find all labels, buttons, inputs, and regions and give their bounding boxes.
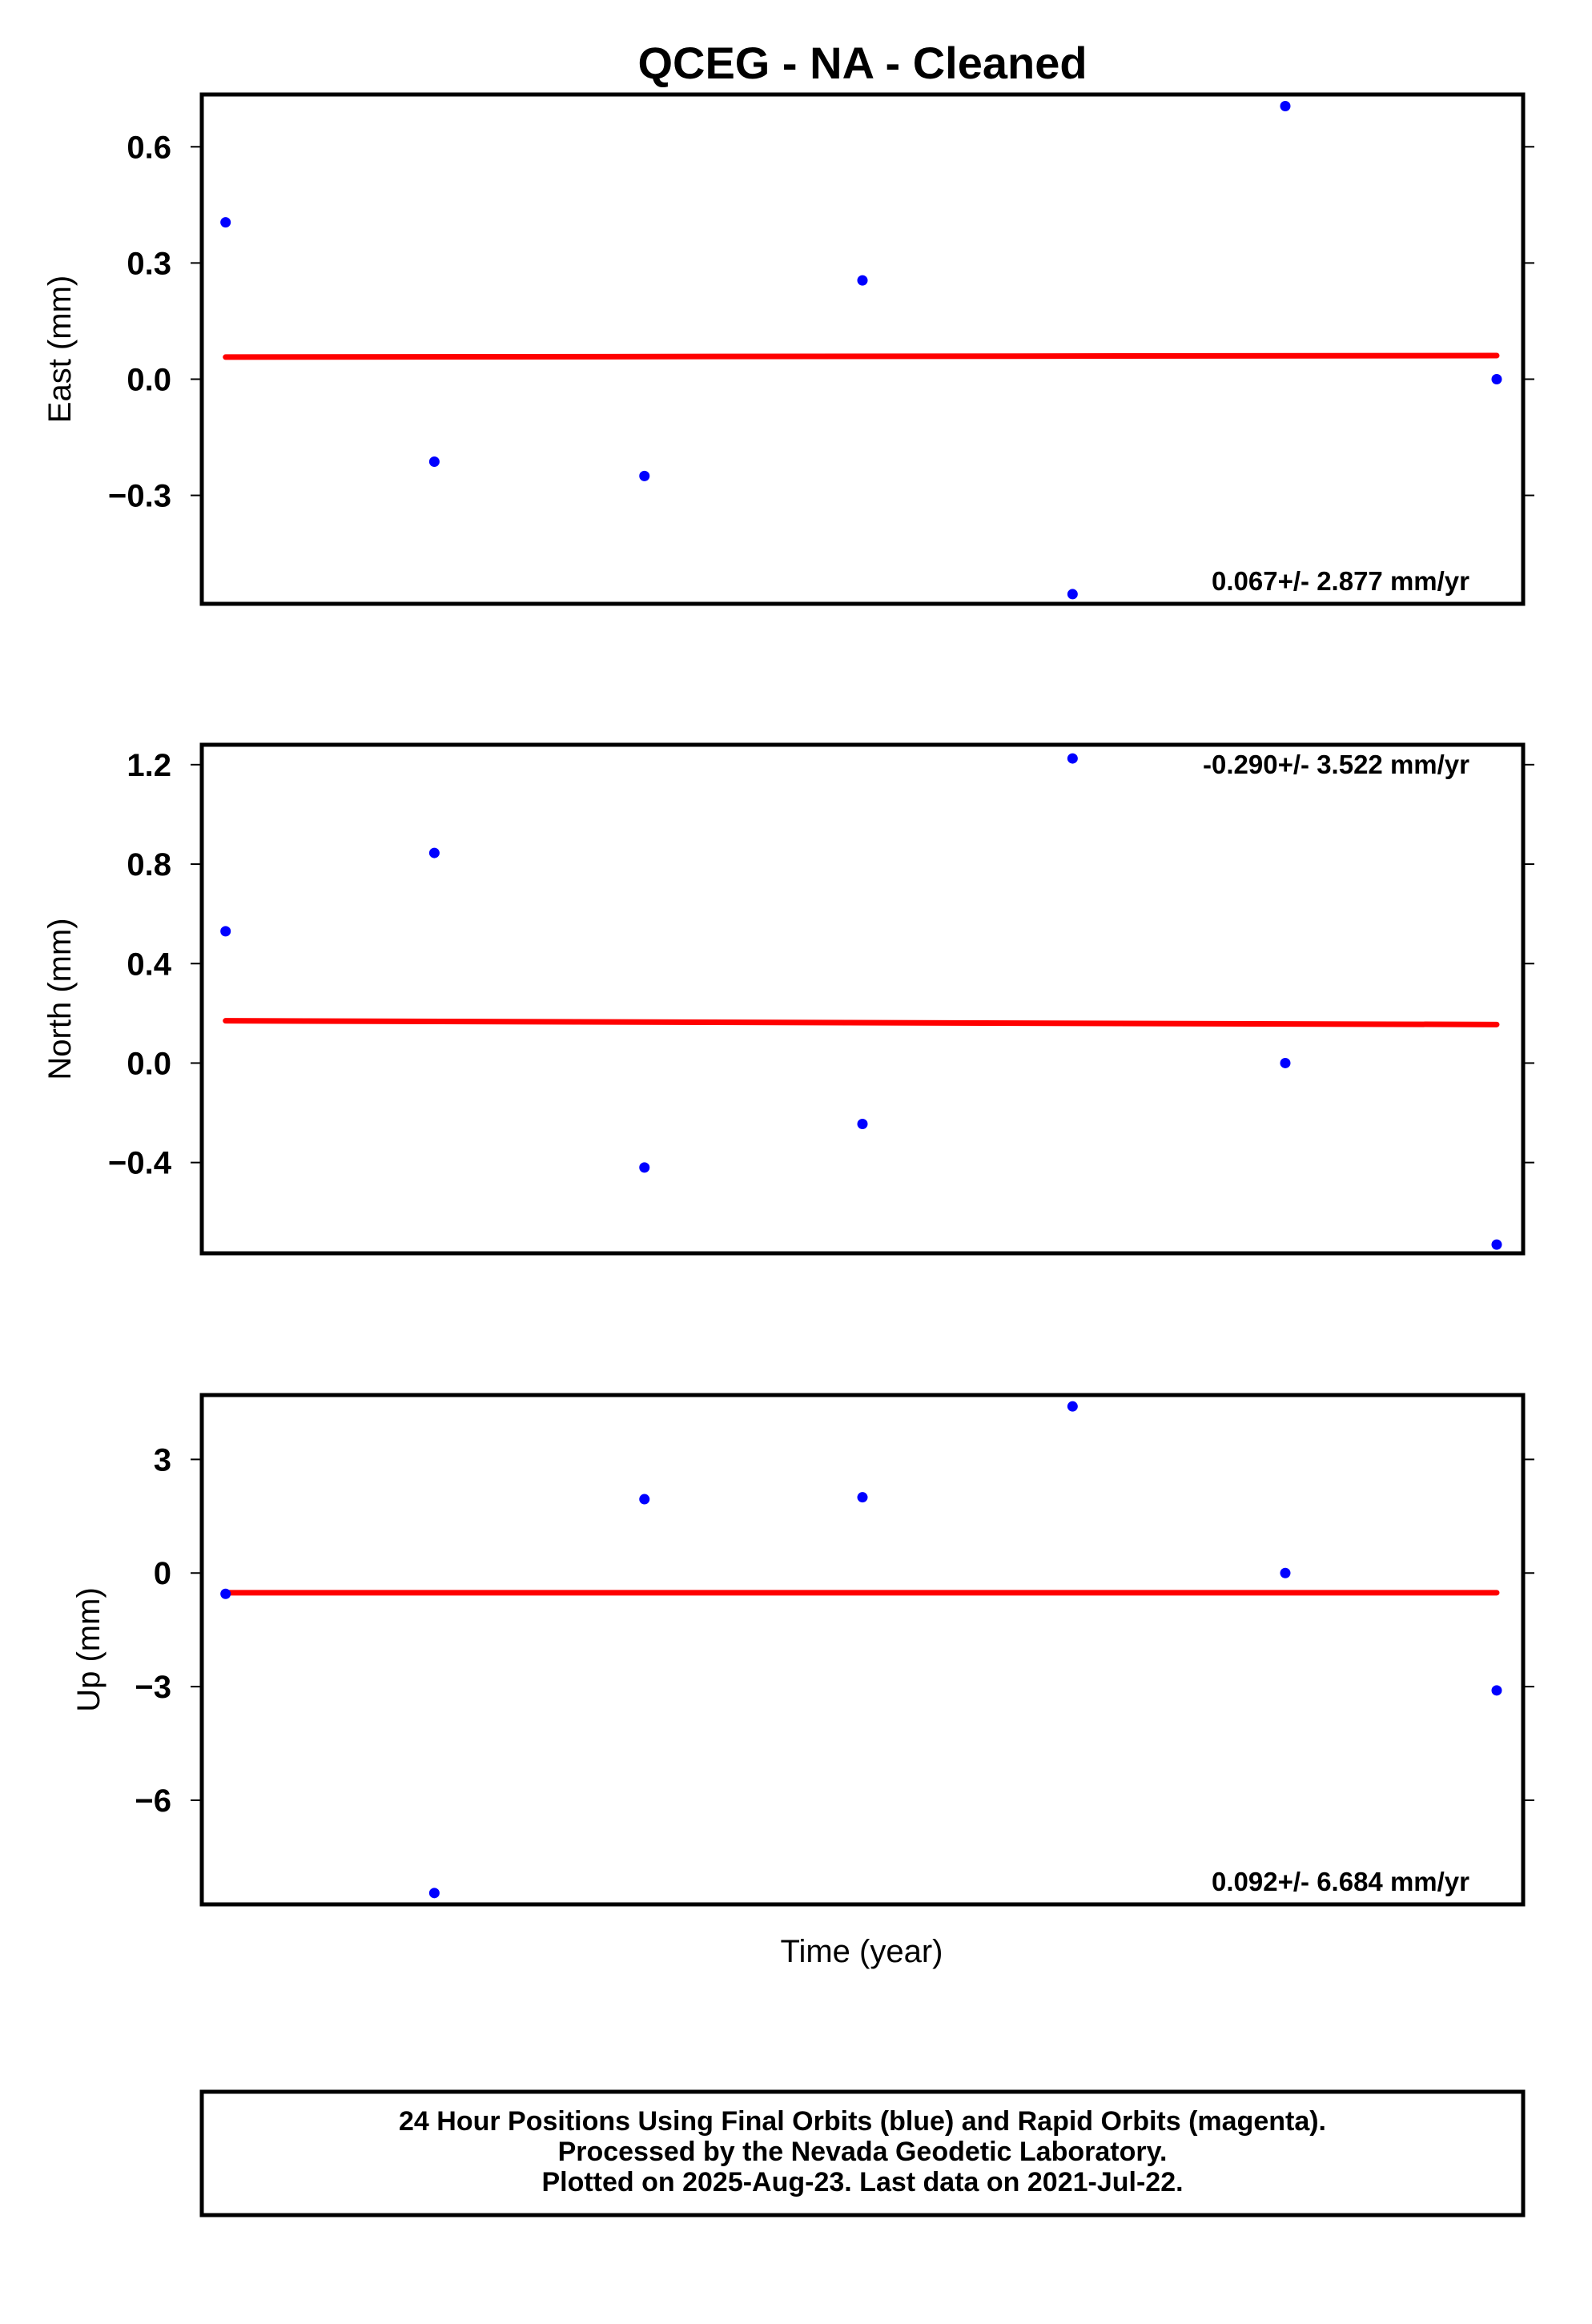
north-data-point <box>428 847 440 858</box>
east-data-point <box>639 470 650 481</box>
north-tick-label: 0.4 <box>127 947 171 982</box>
up-tick-label: −6 <box>135 1783 171 1819</box>
east-panel: −0.3 0.0 0.3 0.6 East (mm) 0.067+/- 2.877 mm/… <box>42 92 1534 606</box>
east-tick-label: 0.3 <box>127 246 171 281</box>
east-data-point <box>428 456 440 468</box>
up-tick-label: 0 <box>154 1556 171 1591</box>
north-data-point <box>1067 753 1078 764</box>
up-data-point <box>220 1588 231 1599</box>
east-tick-label: 0.0 <box>127 362 171 397</box>
north-tick-label: −0.4 <box>108 1146 172 1181</box>
north-trend-line <box>223 1018 1500 1027</box>
north-data-point <box>857 1119 868 1130</box>
footer-line-orbits: 24 Hour Positions Using Final Orbits (bl… <box>399 2106 1326 2137</box>
north-tick-label: 1.2 <box>127 748 171 783</box>
north-tick-label: 0.0 <box>127 1046 171 1081</box>
north-data-point <box>1491 1239 1502 1250</box>
up-data-point <box>857 1492 868 1503</box>
east-trend-line <box>223 352 1500 360</box>
north-data-point <box>639 1162 650 1173</box>
east-tick-label: 0.6 <box>127 130 171 165</box>
east-tick-label: −0.3 <box>108 479 171 514</box>
footer-line-plotted: Plotted on 2025-Aug-23. Last data on 202… <box>541 2167 1183 2197</box>
up-data-point <box>639 1494 650 1505</box>
north-y-axis-label: North (mm) <box>42 918 78 1080</box>
up-data-point <box>428 1888 440 1899</box>
footer-frame <box>199 2089 1526 2217</box>
footer-line-processed: Processed by the Nevada Geodetic Laborat… <box>558 2137 1168 2167</box>
east-rate-label: 0.067+/- 2.877 mm/yr <box>1212 566 1469 596</box>
up-tick-label: 3 <box>154 1442 171 1478</box>
north-rate-label: -0.290+/- 3.522 mm/yr <box>1203 750 1469 779</box>
chart-title: QCEG - NA - Cleaned <box>637 38 1087 88</box>
footer-box: 24 Hour Positions Using Final Orbits (bl… <box>199 2089 1526 2217</box>
north-panel: −0.4 0.0 0.4 0.8 1.2 North (mm) -0.290+/- 3.52… <box>42 742 1534 1256</box>
east-data-point <box>857 275 868 286</box>
up-tick-label: −3 <box>135 1670 171 1705</box>
north-tick-label: 0.8 <box>127 847 171 883</box>
up-frame <box>199 1393 1526 1907</box>
north-frame <box>199 742 1526 1256</box>
up-data-point <box>1280 1567 1291 1578</box>
east-y-axis-label: East (mm) <box>42 275 78 423</box>
east-data-point <box>1491 373 1502 384</box>
up-panel: −6 −3 0 3 Up (mm) 0.092+/- 6.684 mm/yr <box>71 1393 1534 1907</box>
east-data-point <box>220 217 231 228</box>
north-data-point <box>220 926 231 937</box>
up-y-axis-label: Up (mm) <box>71 1587 107 1712</box>
x-axis-label: Time (year) <box>781 1934 943 1969</box>
east-data-point <box>1067 589 1078 600</box>
up-rate-label: 0.092+/- 6.684 mm/yr <box>1212 1867 1469 1896</box>
east-frame <box>199 92 1526 606</box>
north-data-point <box>1280 1057 1291 1068</box>
up-data-point <box>1067 1401 1078 1412</box>
east-data-point <box>1280 101 1291 112</box>
up-data-point <box>1491 1685 1502 1696</box>
